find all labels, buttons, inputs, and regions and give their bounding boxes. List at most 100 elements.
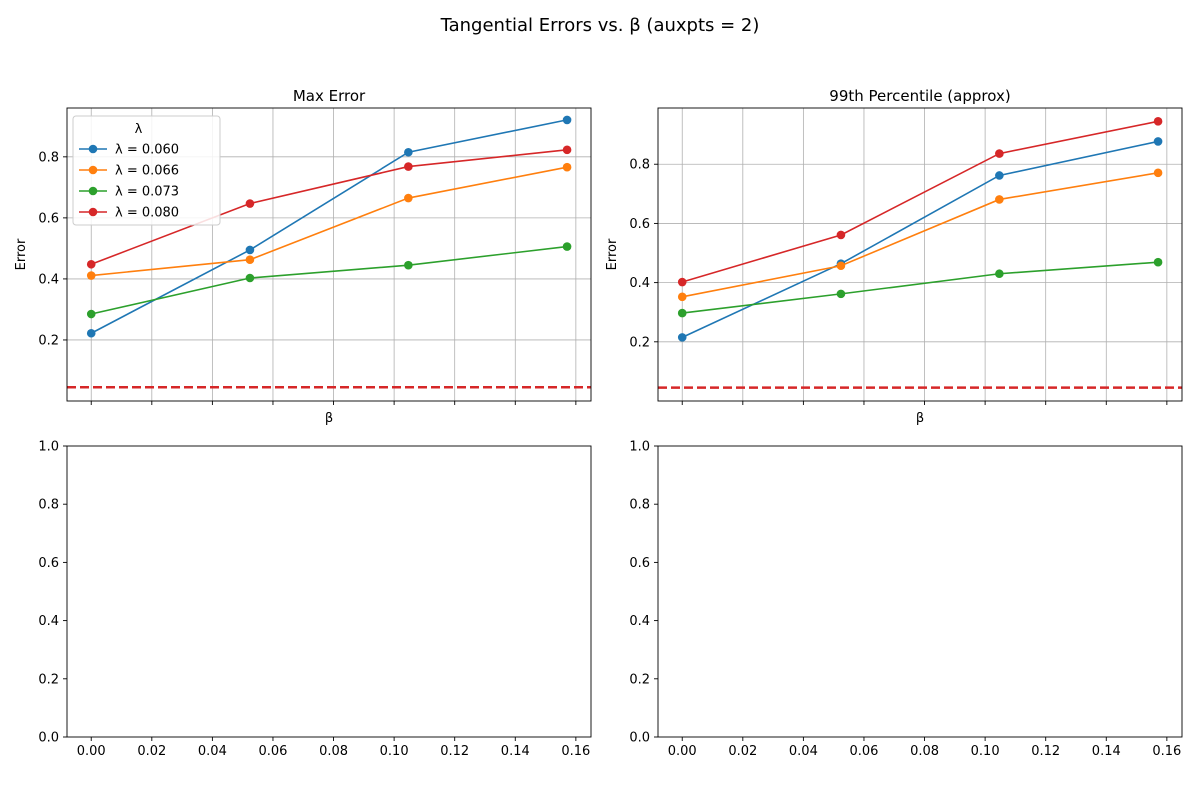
y-tick-label: 0.8	[38, 150, 59, 165]
y-axis-label: Error	[14, 238, 29, 270]
y-tick-label: 0.2	[629, 335, 650, 350]
data-point	[562, 242, 572, 251]
x-axis-label: β	[325, 411, 333, 426]
data-point	[995, 171, 1004, 180]
legend-title: λ	[135, 122, 143, 137]
data-point	[677, 277, 687, 287]
data-point	[245, 245, 255, 255]
y-tick-label: 0.6	[38, 556, 59, 571]
legend-entry: λ = 0.073	[115, 185, 179, 200]
x-tick-label: 0.06	[849, 744, 878, 759]
series-line-4	[90, 149, 568, 266]
y-tick-label: 0.8	[629, 498, 650, 513]
data-point	[1153, 117, 1163, 126]
data-point	[562, 115, 572, 125]
series-line-2	[682, 172, 1159, 298]
y-tick-label: 0.2	[38, 333, 59, 348]
data-point	[836, 230, 846, 240]
data-point	[1153, 168, 1163, 178]
data-point	[562, 162, 572, 172]
y-tick-label: 0.2	[629, 672, 650, 687]
data-point	[404, 193, 413, 203]
subplot-4: 0.00 0.02 0.04 0.06 0.08 0.10 0.12 0.14 0.16 0.0 0…	[629, 440, 1183, 759]
data-point	[245, 273, 255, 283]
legend-marker	[88, 144, 98, 154]
series-line-1	[90, 119, 568, 334]
legend-marker	[88, 165, 98, 175]
x-tick-label: 0.04	[198, 744, 227, 759]
x-tick-label: 0.16	[561, 744, 590, 759]
axes-frame	[657, 445, 1183, 738]
axes-frame	[66, 107, 592, 402]
series-line-2	[91, 166, 568, 277]
x-tick-label: 0.14	[1092, 744, 1121, 759]
y-tick-label: 0.8	[38, 498, 59, 513]
data-point	[86, 328, 96, 338]
x-tick-label: 0.12	[1031, 744, 1060, 759]
data-point	[995, 195, 1004, 204]
data-point	[836, 261, 846, 271]
x-tick-label: 0.00	[668, 744, 697, 759]
data-point	[86, 271, 96, 280]
x-tick-label: 0.06	[258, 744, 287, 759]
subplot-1: 0.2 0.4 0.6 0.8 Max Error β Error λ λ = 0.060 λ =…	[14, 87, 592, 426]
y-tick-label: 0.4	[38, 272, 59, 287]
legend-entry: λ = 0.066	[115, 164, 179, 179]
data-point	[677, 308, 687, 318]
subplot-2: 0.2 0.4 0.6 0.8 99th Percentile (approx) β Err…	[605, 87, 1183, 426]
legend-marker	[88, 186, 98, 196]
x-tick-label: 0.04	[789, 744, 818, 759]
y-tick-label: 1.0	[38, 440, 59, 455]
y-tick-label: 1.0	[629, 440, 650, 455]
data-point	[404, 147, 413, 157]
legend-entry: λ = 0.060	[115, 143, 179, 158]
axes-frame	[66, 445, 592, 738]
data-point	[404, 162, 413, 171]
legend: λ λ = 0.060 λ = 0.066 λ = 0.073 λ = 0.080	[72, 115, 221, 226]
x-tick-label: 0.02	[728, 744, 757, 759]
data-point	[245, 199, 255, 208]
data-point	[404, 260, 413, 270]
y-tick-label: 0.8	[629, 158, 650, 173]
subplot-3: 0.00 0.02 0.04 0.06 0.08 0.10 0.12 0.14 0.16 0.0 0…	[38, 440, 592, 759]
x-tick-label: 0.08	[319, 744, 348, 759]
x-tick-label: 0.10	[971, 744, 1000, 759]
legend-entry: λ = 0.080	[115, 206, 179, 221]
y-tick-label: 0.4	[629, 276, 650, 291]
data-point	[1153, 137, 1163, 146]
subplot-title: Max Error	[293, 87, 366, 105]
series-line-4	[682, 120, 1159, 283]
y-tick-label: 0.6	[38, 211, 59, 226]
legend-box	[72, 115, 221, 226]
data-point	[995, 269, 1004, 279]
x-tick-label: 0.14	[501, 744, 530, 759]
y-tick-label: 0.4	[38, 614, 59, 629]
series-line-1	[681, 140, 1159, 339]
data-point	[1153, 257, 1163, 267]
y-tick-label: 0.0	[629, 731, 650, 746]
x-tick-label: 0.08	[910, 744, 939, 759]
y-tick-label: 0.6	[629, 556, 650, 571]
x-tick-label: 0.10	[380, 744, 409, 759]
data-point	[562, 145, 572, 155]
y-tick-label: 0.2	[38, 672, 59, 687]
subplot-grid: 0.2 0.4 0.6 0.8 Max Error β Error λ λ = 0.060 λ =…	[14, 87, 1183, 759]
subplot-title: 99th Percentile (approx)	[829, 87, 1010, 105]
series-line-3	[91, 245, 568, 315]
x-tick-label: 0.00	[77, 744, 106, 759]
x-axis-label: β	[916, 411, 924, 426]
series-line-3	[682, 261, 1159, 314]
y-tick-label: 0.0	[38, 731, 59, 746]
data-point	[86, 309, 96, 319]
axes-frame	[657, 107, 1183, 402]
data-point	[245, 255, 255, 264]
y-axis-label: Error	[605, 238, 620, 270]
data-point	[86, 259, 96, 269]
legend-marker	[88, 207, 98, 217]
x-tick-label: 0.12	[440, 744, 469, 759]
data-point	[995, 149, 1004, 158]
data-point	[836, 289, 846, 299]
data-point	[677, 333, 687, 342]
x-tick-label: 0.16	[1152, 744, 1181, 759]
